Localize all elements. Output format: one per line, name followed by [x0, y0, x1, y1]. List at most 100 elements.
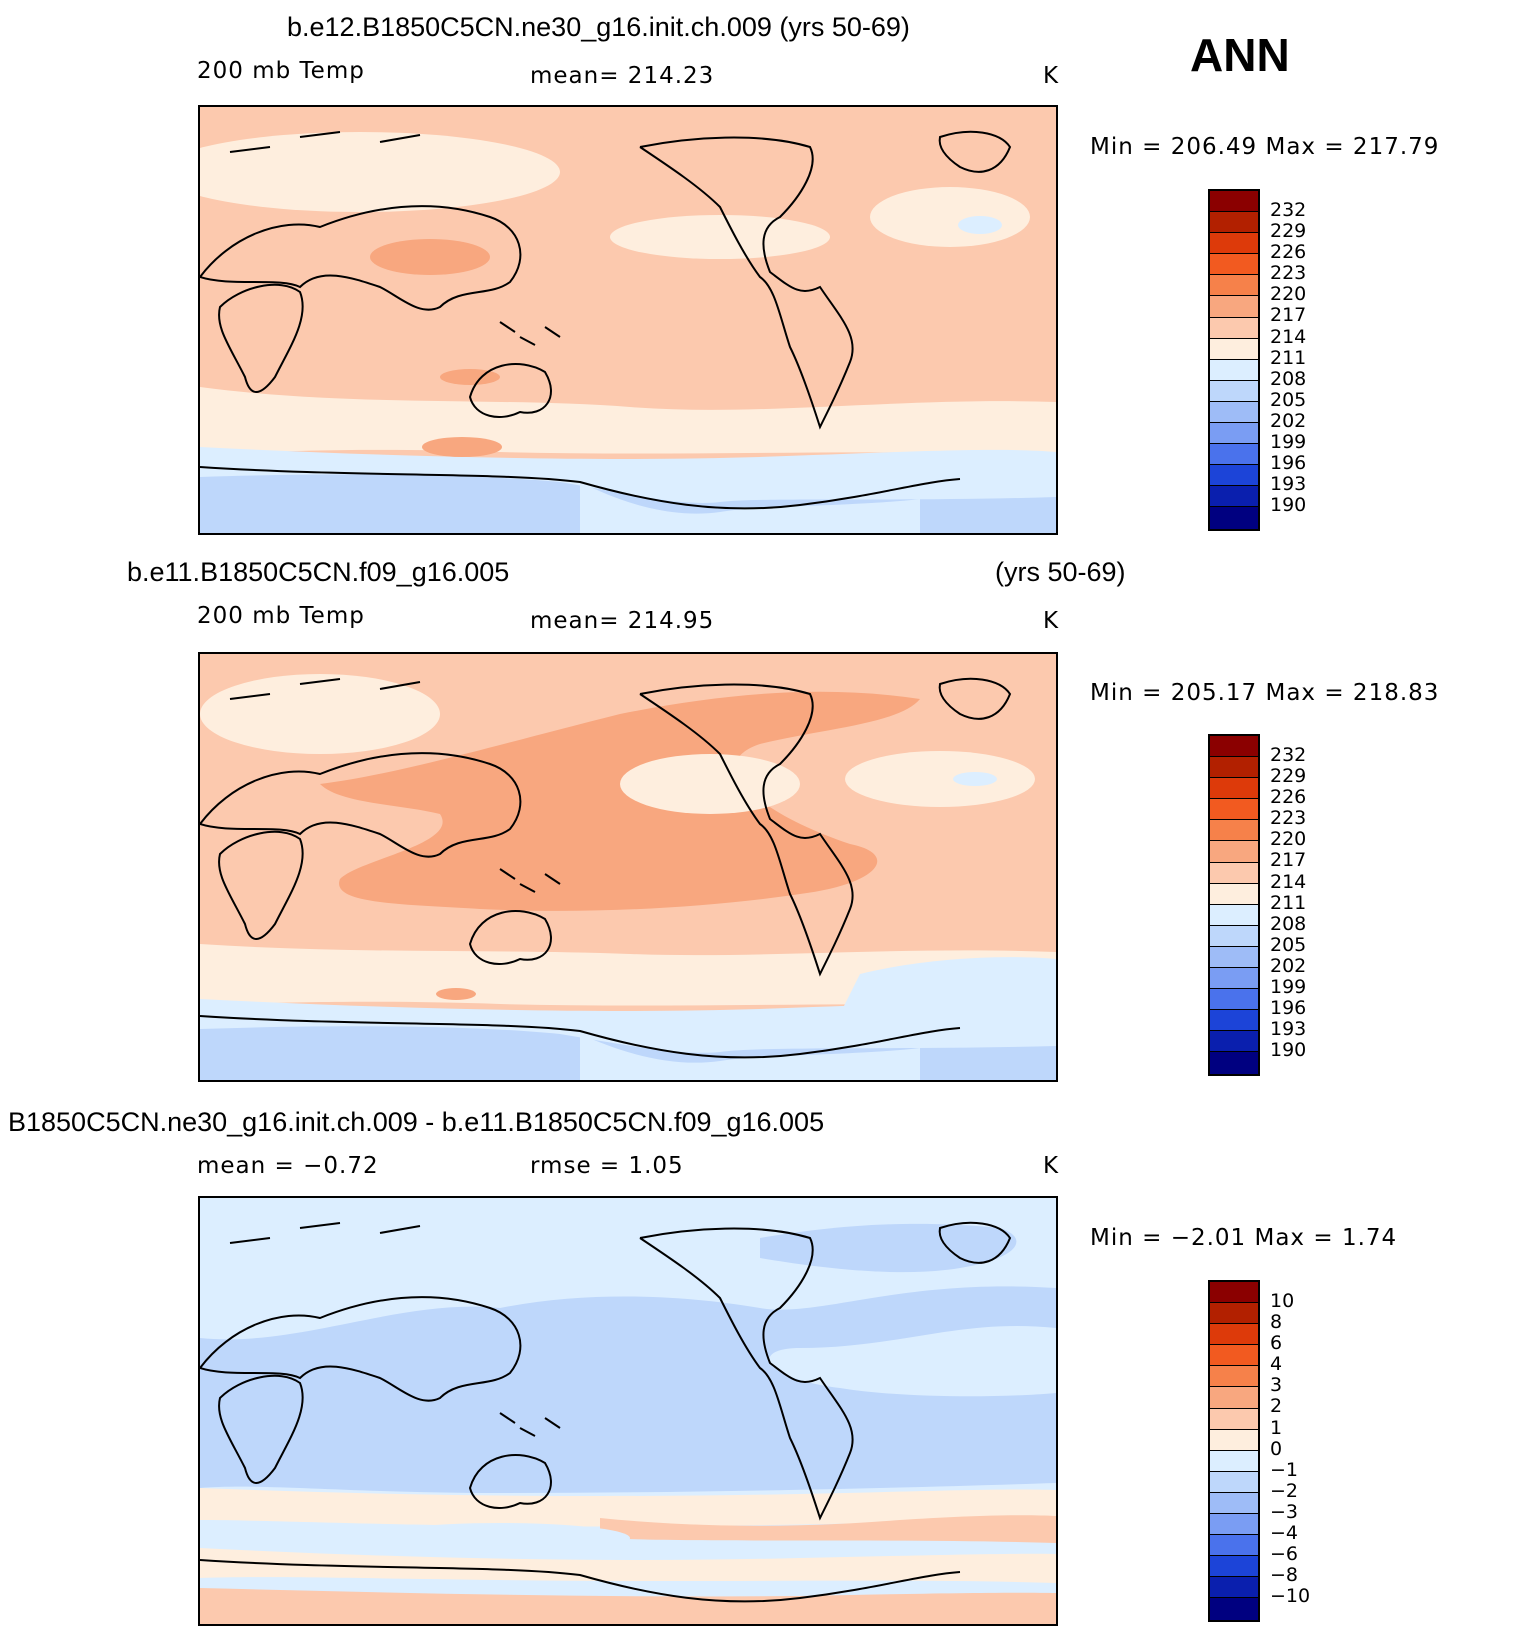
- colorbar-swatch: [1210, 1052, 1258, 1074]
- colorbar-tick-label: 8: [1270, 1311, 1283, 1334]
- colorbar-tick-label: 232: [1270, 199, 1307, 221]
- colorbar-swatch: [1210, 296, 1258, 318]
- colorbar-swatch: [1210, 1324, 1258, 1346]
- colorbar-tick-label: 223: [1270, 807, 1307, 830]
- colorbar-swatch: [1210, 444, 1258, 466]
- panel3-title: B1850C5CN.ne30_g16.init.ch.009 - b.e11.B…: [8, 1107, 825, 1137]
- colorbar-swatch: [1210, 1577, 1258, 1599]
- colorbar-swatch: [1210, 1492, 1258, 1515]
- colorbar-tick-label: 226: [1270, 786, 1307, 809]
- colorbar-swatch: [1210, 1450, 1258, 1472]
- panel2-minmax: Min = 205.17 Max = 218.83: [1090, 680, 1440, 706]
- colorbar-swatch: [1210, 820, 1258, 842]
- colorbar-tick-label: 199: [1270, 431, 1307, 454]
- colorbar-swatch: [1210, 465, 1258, 487]
- colorbar-swatch: [1210, 1366, 1258, 1388]
- colorbar-swatch: [1210, 799, 1258, 821]
- panel1-minmax: Min = 206.49 Max = 217.79: [1090, 134, 1440, 160]
- colorbar-tick-label: 196: [1270, 452, 1307, 475]
- colorbar-tick-label: 6: [1270, 1332, 1283, 1355]
- colorbar-tick-label: 0: [1270, 1437, 1283, 1460]
- colorbar-tick-label: 220: [1270, 283, 1307, 306]
- colorbar-swatch: [1210, 338, 1258, 360]
- colorbar-swatch: [1210, 212, 1258, 234]
- panel1-map: [198, 105, 1058, 535]
- colorbar-swatch: [1210, 423, 1258, 445]
- colorbar-tick-label: 2: [1270, 1395, 1283, 1418]
- colorbar-tick-label: 232: [1270, 744, 1307, 766]
- colorbar-tick-label: 214: [1270, 870, 1307, 893]
- colorbar-tick-label: 202: [1270, 409, 1307, 432]
- colorbar-tick-label: 205: [1270, 933, 1307, 956]
- colorbar-swatch: [1210, 380, 1258, 402]
- panel1-variable: 200 mb Temp: [197, 58, 365, 84]
- colorbar-swatch: [1210, 757, 1258, 779]
- colorbar-swatch: [1210, 1345, 1258, 1367]
- panel1-units: K: [1043, 63, 1060, 89]
- colorbar-swatch: [1210, 1303, 1258, 1325]
- colorbar-swatch: [1210, 1598, 1258, 1620]
- panel3-rmse: rmse = 1.05: [530, 1153, 684, 1179]
- colorbar-tick-label: 229: [1270, 220, 1307, 243]
- colorbar-swatch: [1210, 507, 1258, 529]
- colorbar-tick-label: 217: [1270, 849, 1307, 872]
- colorbar-tick-label: 208: [1270, 367, 1307, 390]
- colorbar-tick-label: 10: [1270, 1290, 1295, 1312]
- colorbar-tick-label: −3: [1270, 1500, 1299, 1523]
- colorbar-swatch: [1210, 778, 1258, 800]
- panel1-title: b.e12.B1850C5CN.ne30_g16.init.ch.009 (yr…: [287, 12, 910, 42]
- colorbar-tick-label: −4: [1270, 1522, 1299, 1545]
- colorbar-swatch: [1210, 359, 1258, 381]
- colorbar-swatch: [1210, 989, 1258, 1011]
- colorbar-2-labels: 232 229 226 223 220 217 214 211 208 205 202 199 196 1…: [1270, 744, 1307, 1062]
- colorbar-swatch: [1210, 1387, 1258, 1409]
- panel3-minmax: Min = −2.01 Max = 1.74: [1090, 1225, 1398, 1251]
- colorbar-tick-label: 211: [1270, 891, 1307, 914]
- panel3-units: K: [1043, 1153, 1060, 1179]
- panel2-map: [198, 652, 1058, 1082]
- panel2-title: b.e11.B1850C5CN.f09_g16.005: [127, 557, 510, 587]
- colorbar-swatch: [1210, 1471, 1258, 1493]
- colorbar-tick-label: 220: [1270, 828, 1307, 851]
- colorbar-tick-label: −6: [1270, 1543, 1299, 1566]
- colorbar-3-labels: 10 8 6 4 3 2 1 0 −1 −2 −3 −4 −6 −8 −10: [1270, 1290, 1310, 1607]
- colorbar-tick-label: 190: [1270, 1039, 1307, 1062]
- colorbar-swatch: [1210, 1514, 1258, 1536]
- colorbar-swatch: [1210, 862, 1258, 884]
- colorbar-tick-label: 214: [1270, 325, 1307, 348]
- colorbar-tick-label: 1: [1270, 1416, 1283, 1439]
- colorbar-tick-label: 193: [1270, 1018, 1307, 1041]
- colorbar-swatch: [1210, 317, 1258, 339]
- colorbar-tick-label: −8: [1270, 1564, 1299, 1587]
- colorbar-swatch: [1210, 254, 1258, 276]
- colorbar-swatch: [1210, 1282, 1258, 1304]
- colorbar-swatch: [1210, 191, 1258, 213]
- colorbar-tick-label: −2: [1270, 1479, 1299, 1502]
- panel2-variable: 200 mb Temp: [197, 603, 365, 629]
- colorbar-swatch: [1210, 925, 1258, 947]
- colorbar-swatch: [1210, 1031, 1258, 1053]
- colorbar-2: [1208, 734, 1260, 1076]
- colorbar-tick-label: 3: [1270, 1374, 1283, 1397]
- colorbar-1: [1208, 189, 1260, 531]
- colorbar-swatch: [1210, 968, 1258, 990]
- colorbar-tick-label: 229: [1270, 765, 1307, 788]
- colorbar-tick-label: 190: [1270, 494, 1307, 517]
- colorbar-tick-label: 196: [1270, 997, 1307, 1020]
- colorbar-tick-label: −1: [1270, 1458, 1299, 1481]
- panel1-mean: mean= 214.23: [530, 63, 715, 89]
- colorbar-swatch: [1210, 904, 1258, 926]
- season-label: ANN: [1190, 29, 1290, 81]
- colorbar-swatch: [1210, 1408, 1258, 1430]
- colorbar-tick-label: 202: [1270, 954, 1307, 977]
- colorbar-tick-label: 208: [1270, 912, 1307, 935]
- colorbar-swatch: [1210, 275, 1258, 297]
- colorbar-tick-label: 226: [1270, 241, 1307, 264]
- colorbar-swatch: [1210, 1556, 1258, 1578]
- panel3-map: [198, 1196, 1058, 1626]
- colorbar-tick-label: 211: [1270, 346, 1307, 369]
- panel2-mean: mean= 214.95: [530, 608, 715, 634]
- panel2-years: (yrs 50-69): [995, 557, 1126, 587]
- colorbar-tick-label: 223: [1270, 262, 1307, 285]
- colorbar-tick-label: 205: [1270, 388, 1307, 411]
